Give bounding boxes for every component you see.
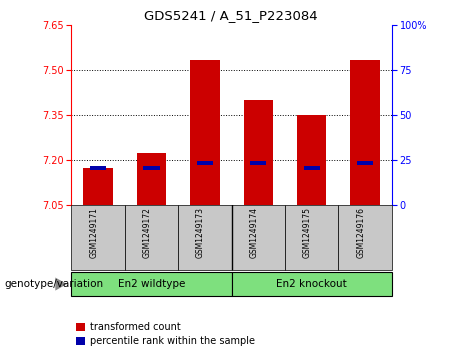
Bar xyxy=(304,166,320,170)
Text: GSM1249173: GSM1249173 xyxy=(196,207,205,258)
Text: genotype/variation: genotype/variation xyxy=(5,279,104,289)
Bar xyxy=(357,161,373,165)
Bar xyxy=(71,272,231,296)
Bar xyxy=(83,168,113,205)
Bar xyxy=(231,272,392,296)
Bar xyxy=(190,60,219,205)
Bar xyxy=(71,205,125,270)
Bar xyxy=(297,115,326,205)
Text: GSM1249171: GSM1249171 xyxy=(89,207,98,258)
Text: GSM1249172: GSM1249172 xyxy=(142,207,152,258)
Bar xyxy=(197,161,213,165)
Bar xyxy=(244,100,273,205)
Polygon shape xyxy=(55,277,67,290)
Legend: transformed count, percentile rank within the sample: transformed count, percentile rank withi… xyxy=(77,322,255,346)
Text: En2 wildtype: En2 wildtype xyxy=(118,279,185,289)
Text: GSM1249174: GSM1249174 xyxy=(249,207,258,258)
Bar xyxy=(90,166,106,170)
Text: GSM1249176: GSM1249176 xyxy=(356,207,365,258)
Bar xyxy=(137,153,166,205)
Text: GDS5241 / A_51_P223084: GDS5241 / A_51_P223084 xyxy=(144,9,317,22)
Bar xyxy=(350,60,380,205)
Bar xyxy=(285,205,338,270)
Bar xyxy=(250,161,266,165)
Bar xyxy=(338,205,392,270)
Bar xyxy=(143,166,160,170)
Text: GSM1249175: GSM1249175 xyxy=(303,207,312,258)
Bar xyxy=(178,205,231,270)
Bar xyxy=(125,205,178,270)
Bar xyxy=(231,205,285,270)
Text: En2 knockout: En2 knockout xyxy=(277,279,347,289)
